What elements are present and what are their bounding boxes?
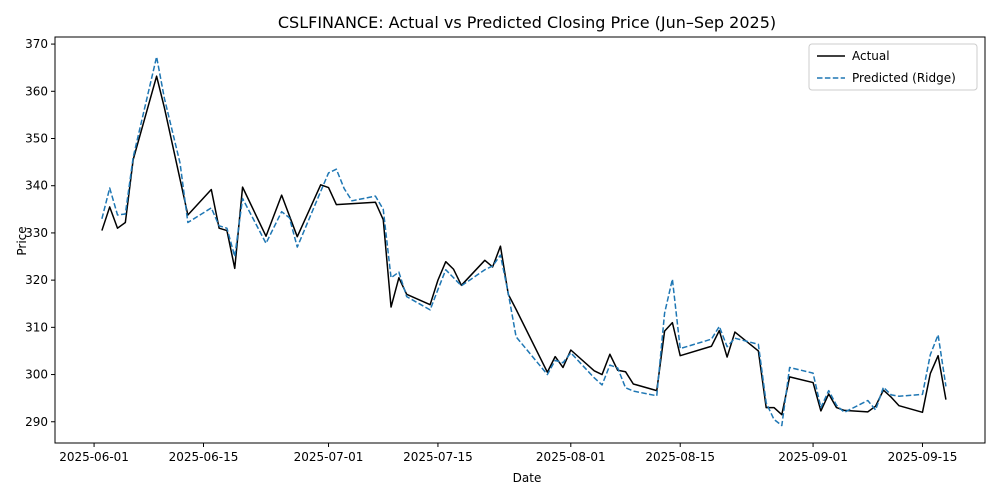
legend: Actual Predicted (Ridge) (808, 43, 978, 91)
y-tick-label: 350 (25, 132, 48, 146)
x-tick-label: 2025-07-01 (294, 450, 364, 464)
y-tick-label: 340 (25, 179, 48, 193)
y-tick-label: 320 (25, 273, 48, 287)
series-line-predicted (101, 56, 947, 427)
x-tick-label: 2025-09-15 (888, 450, 958, 464)
y-tick-label: 300 (25, 368, 48, 382)
x-tick-label: 2025-09-01 (778, 450, 848, 464)
x-tick-label: 2025-08-15 (645, 450, 715, 464)
legend-label-predicted: Predicted (Ridge) (852, 71, 956, 85)
y-axis-label: Price (15, 226, 29, 255)
plot-frame (54, 36, 986, 444)
y-tick-label: 360 (25, 84, 48, 98)
plot-area (101, 56, 947, 427)
y-tick-label: 310 (25, 320, 48, 334)
x-tick-label: 2025-08-01 (536, 450, 606, 464)
x-tick-label: 2025-06-15 (169, 450, 239, 464)
legend-label-actual: Actual (852, 49, 890, 63)
x-axis-label: Date (513, 471, 542, 485)
axes: 2025-06-01 2025-06-15 2025-07-01 2025-07-15… (25, 36, 986, 464)
x-tick-label: 2025-06-01 (59, 450, 129, 464)
legend-box (808, 43, 978, 91)
x-tick-label: 2025-07-15 (403, 450, 473, 464)
y-tick-label: 370 (25, 37, 48, 51)
y-tick-label: 330 (25, 226, 48, 240)
series-line-actual (101, 75, 947, 416)
chart-title: CSLFINANCE: Actual vs Predicted Closing … (278, 13, 776, 32)
y-tick-label: 290 (25, 415, 48, 429)
